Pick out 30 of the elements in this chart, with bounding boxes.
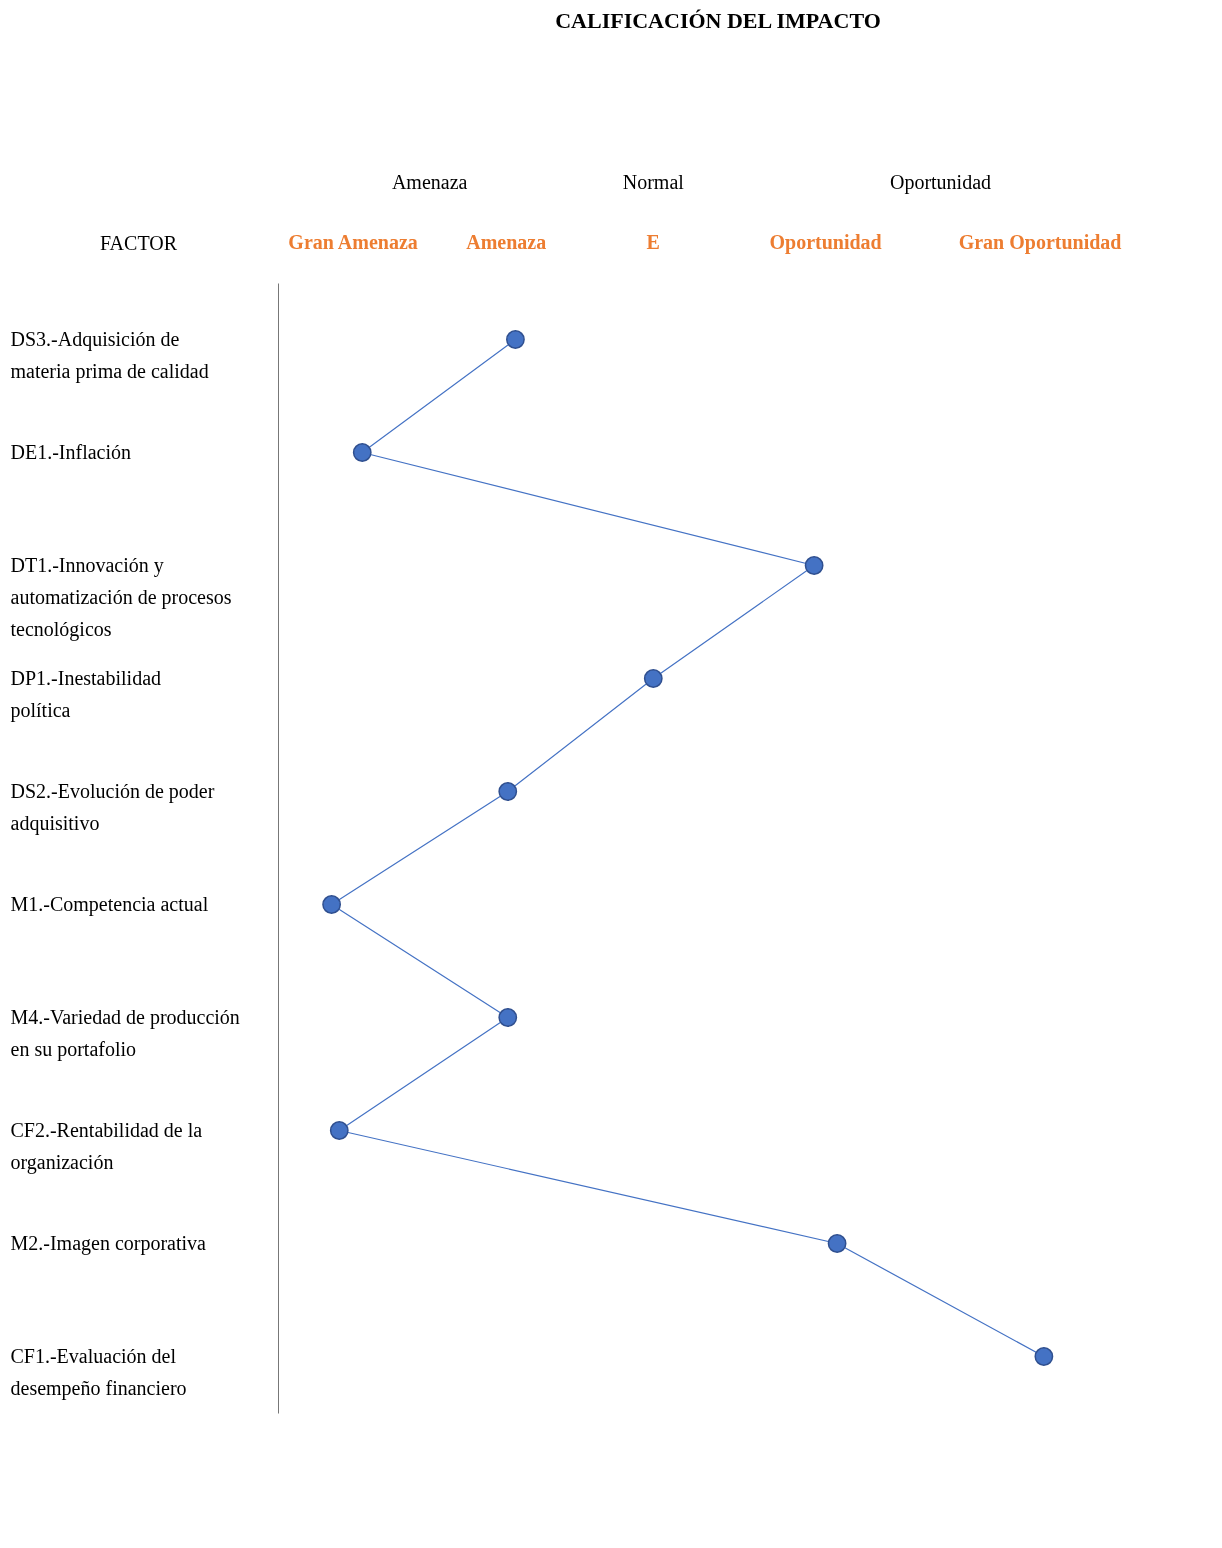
text: Normal [622,171,685,193]
text: Oportunidad [889,171,992,194]
point [352,443,372,462]
point [827,1234,847,1253]
point [643,669,663,688]
point [804,556,824,575]
text: Gran Amenaza [288,231,418,253]
point [329,1121,349,1140]
y-tick-label: M2.-Imagen corporativa [10,1232,207,1255]
text: E [646,231,660,253]
point [498,782,518,801]
text: Gran Oportunidad [958,231,1122,254]
text: Amenaza [391,171,468,193]
point [1034,1347,1054,1366]
y-tick-label: DE1.-Inflación [10,441,132,463]
point [506,330,525,349]
y-tick-label: DS3.-Adquisición de materia prima de calidad [10,328,209,383]
text: Amenaza [466,231,547,253]
y-tick-label: DS2.-Evolución de poder adquisitivo [10,780,215,835]
y-tick-label: M1.-Competencia actual [10,893,209,916]
point [322,895,342,914]
y-tick-label: DP1.-Inestabilidad política [10,667,162,722]
y-tick-label: CF1.-Evaluación del desempeño financiero [10,1345,187,1400]
y-tick-label: CF2.-Rentabilidad de la organización [10,1119,203,1174]
y-tick-label: DT1.-Innovación y automatización de procesos tecnológicos [10,554,232,641]
text: Oportunidad [769,231,882,254]
y-axis-title: FACTOR [99,231,178,254]
chart-title: CALIFICACIÓN DEL IMPACTO [555,8,881,33]
point [498,1008,518,1027]
y-tick-label: M4.-Variedad de producción en su portafolio [10,1006,240,1061]
